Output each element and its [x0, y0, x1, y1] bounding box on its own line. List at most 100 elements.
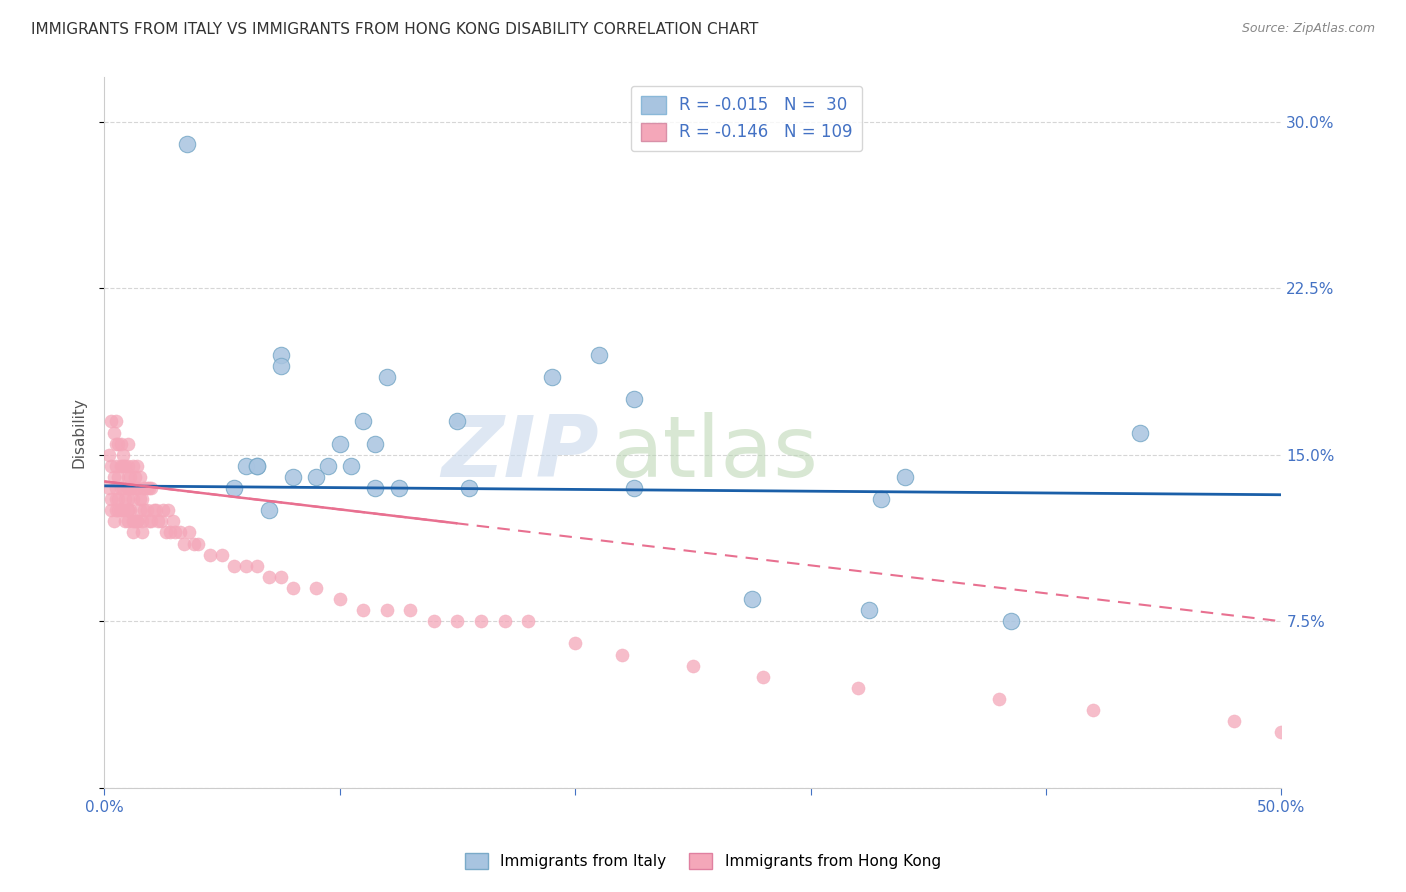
Point	[458, 481, 481, 495]
Point	[117, 481, 139, 495]
Text: Source: ZipAtlas.com: Source: ZipAtlas.com	[1241, 22, 1375, 36]
Point	[270, 348, 292, 362]
Point	[112, 503, 135, 517]
Point	[121, 525, 143, 540]
Point	[281, 581, 304, 595]
Point	[364, 481, 387, 495]
Text: ZIP: ZIP	[441, 412, 599, 495]
Point	[305, 581, 328, 595]
Text: atlas: atlas	[610, 412, 818, 495]
Point	[149, 515, 172, 529]
Point	[177, 525, 200, 540]
Point	[329, 592, 352, 607]
Point	[305, 470, 328, 484]
Point	[100, 492, 122, 507]
Point	[98, 448, 121, 462]
Point	[211, 548, 233, 562]
Point	[752, 670, 775, 684]
Point	[121, 492, 143, 507]
Point	[352, 415, 374, 429]
Point	[100, 503, 122, 517]
Point	[329, 436, 352, 450]
Point	[100, 458, 122, 473]
Point	[120, 503, 142, 517]
Point	[110, 503, 132, 517]
Point	[540, 370, 562, 384]
Point	[387, 481, 409, 495]
Point	[893, 470, 915, 484]
Point	[352, 603, 374, 617]
Point	[870, 492, 893, 507]
Point	[173, 536, 195, 550]
Point	[110, 481, 132, 495]
Point	[114, 515, 136, 529]
Point	[257, 503, 280, 517]
Text: IMMIGRANTS FROM ITALY VS IMMIGRANTS FROM HONG KONG DISABILITY CORRELATION CHART: IMMIGRANTS FROM ITALY VS IMMIGRANTS FROM…	[31, 22, 758, 37]
Point	[494, 614, 516, 628]
Point	[98, 481, 121, 495]
Point	[858, 603, 880, 617]
Point	[107, 470, 129, 484]
Point	[612, 648, 634, 662]
Legend: Immigrants from Italy, Immigrants from Hong Kong: Immigrants from Italy, Immigrants from H…	[460, 847, 946, 875]
Point	[128, 470, 150, 484]
Point	[741, 592, 763, 607]
Point	[1129, 425, 1152, 440]
Point	[121, 515, 143, 529]
Point	[127, 515, 149, 529]
Point	[163, 525, 186, 540]
Point	[155, 525, 177, 540]
Point	[623, 392, 645, 407]
Point	[176, 136, 198, 151]
Point	[148, 515, 170, 529]
Point	[423, 614, 446, 628]
Point	[270, 359, 292, 373]
Point	[114, 458, 136, 473]
Point	[446, 415, 468, 429]
Point	[846, 681, 869, 695]
Point	[138, 481, 160, 495]
Point	[121, 481, 143, 495]
Point	[145, 503, 167, 517]
Point	[121, 458, 143, 473]
Point	[375, 603, 398, 617]
Point	[517, 614, 540, 628]
Point	[117, 436, 139, 450]
Point	[135, 481, 157, 495]
Point	[222, 558, 245, 573]
Point	[257, 570, 280, 584]
Y-axis label: Disability: Disability	[72, 397, 86, 468]
Point	[105, 492, 128, 507]
Point	[103, 425, 125, 440]
Point	[117, 503, 139, 517]
Point	[159, 525, 181, 540]
Point	[120, 470, 142, 484]
Point	[103, 470, 125, 484]
Point	[103, 515, 125, 529]
Point	[107, 503, 129, 517]
Point	[134, 503, 156, 517]
Point	[134, 481, 156, 495]
Point	[107, 492, 129, 507]
Point	[141, 515, 163, 529]
Point	[987, 692, 1010, 706]
Point	[156, 503, 179, 517]
Point	[564, 636, 586, 650]
Point	[128, 492, 150, 507]
Point	[138, 515, 160, 529]
Point	[364, 436, 387, 450]
Point	[124, 470, 146, 484]
Point	[120, 481, 142, 495]
Point	[100, 415, 122, 429]
Point	[623, 481, 645, 495]
Point	[340, 458, 363, 473]
Point	[112, 458, 135, 473]
Point	[131, 515, 153, 529]
Point	[117, 458, 139, 473]
Point	[105, 503, 128, 517]
Point	[127, 481, 149, 495]
Point	[105, 481, 128, 495]
Point	[169, 525, 191, 540]
Point	[131, 525, 153, 540]
Point	[127, 515, 149, 529]
